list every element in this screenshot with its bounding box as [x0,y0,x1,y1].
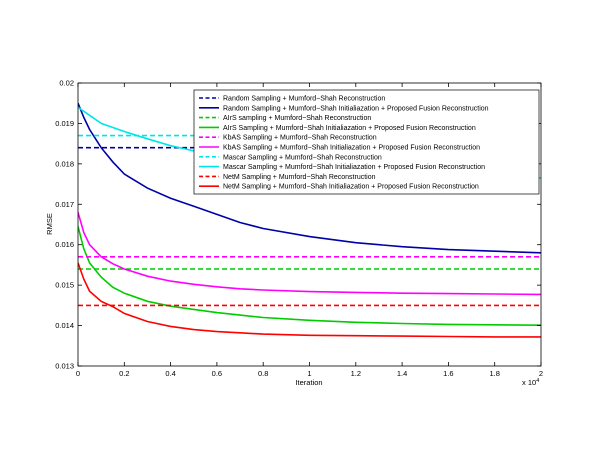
x-axis-multiplier: x 104 [522,378,539,387]
legend-label-10: NetM Sampling + Mumford−Shah Initialiaza… [223,184,479,191]
legend-label-5: KbAS Sampling + Mumford−Shah Reconstruct… [223,135,377,142]
series-line-10 [78,262,541,338]
y-tick-label: 0.016 [55,240,74,249]
x-tick-label: 0.2 [119,369,129,378]
legend-label-1: Random Sampling + Mumford−Shah Reconstru… [223,96,385,103]
y-tick-label: 0.013 [55,362,74,371]
legend-label-6: KbAS Sampling + Mumford−Shah Initialiaza… [223,145,480,152]
x-tick-label: 1.6 [443,369,453,378]
y-axis-label: RMSE [45,213,54,235]
axes-layer: 0 0.2 0.4 0.6 0.8 1 1.2 1.4 1.6 1.8 2 0.013 0.014 0.0… [55,79,543,379]
x-tick-label: 1.2 [351,369,361,378]
x-tick-label: 1.4 [397,369,407,378]
legend-label-2: Random Sampling + Mumford−Shah Initialia… [223,105,489,112]
x-tick-label: 1.8 [489,369,499,378]
legend: Random Sampling + Mumford−Shah Reconstru… [193,89,540,195]
x-tick-label: 0.8 [258,369,268,378]
x-tick-label: 0 [76,369,80,378]
x-axis-multiplier-exponent: 4 [536,378,539,384]
legend-box [193,89,540,195]
y-tick-label: 0.017 [55,200,74,209]
y-tick-label: 0.02 [59,79,74,88]
legend-label-8: Mascar Sampling + Mumford−Shah Initialia… [223,164,485,171]
y-tick-label: 0.018 [55,159,74,168]
legend-label-7: Mascar Sampling + Mumford−Shah Reconstru… [223,154,382,161]
x-axis-label: Iteration [295,378,322,387]
y-tick-label: 0.019 [55,119,74,128]
y-tick-label: 0.014 [55,321,74,330]
series-line-4 [78,226,541,326]
x-tick-label: 1 [307,369,311,378]
series-line-2 [78,102,541,254]
series-line-6 [78,212,541,296]
legend-label-9: NetM Sampling + Mumford−Shah Reconstruct… [223,174,376,181]
legend-label-3: AIrS sampling + Mumford−Shah Reconstruct… [223,115,371,122]
y-tick-label: 0.015 [55,281,74,290]
x-tick-label: 0.6 [212,369,222,378]
x-tick-label: 0.4 [165,369,175,378]
legend-label-4: AIrS Sampling + Mumford−Shah Initialiaza… [223,125,476,132]
x-tick-label: 2 [539,369,543,378]
x-axis-multiplier-base: x 10 [522,378,536,387]
